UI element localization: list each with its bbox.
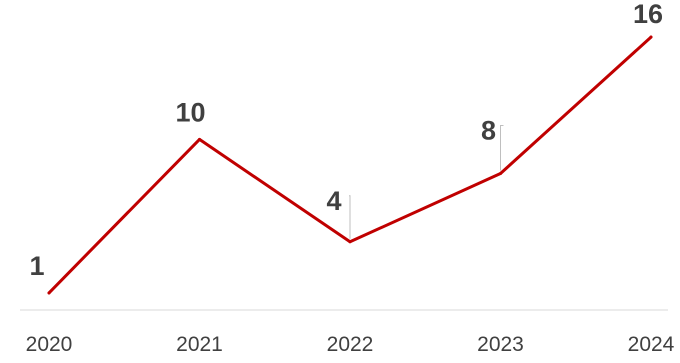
x-axis-ticks: 2020 2021 2022 2023 2024 xyxy=(26,333,675,356)
x-tick-label-2022: 2022 xyxy=(327,333,374,356)
data-label-2020: 1 xyxy=(29,251,44,281)
data-label-2022: 4 xyxy=(326,186,341,216)
leader-line-2023 xyxy=(500,125,504,171)
data-point-2024 xyxy=(649,35,653,39)
data-label-2024: 16 xyxy=(633,0,663,29)
x-tick-label-2020: 2020 xyxy=(26,333,73,356)
data-point-2023 xyxy=(499,172,502,176)
x-tick-label-2021: 2021 xyxy=(176,333,223,356)
data-labels: 1 10 4 8 16 xyxy=(29,0,663,281)
series-line xyxy=(47,35,653,295)
leader-line-2022 xyxy=(349,195,351,239)
x-tick-label-2023: 2023 xyxy=(477,333,524,356)
leader-lines xyxy=(349,125,504,239)
x-tick-label-2024: 2024 xyxy=(628,333,675,356)
data-label-2023: 8 xyxy=(481,116,496,146)
data-point-2020 xyxy=(47,291,51,295)
data-points xyxy=(47,35,653,295)
data-point-2022 xyxy=(348,240,352,244)
data-label-2021: 10 xyxy=(175,97,205,127)
data-point-2021 xyxy=(198,137,201,141)
